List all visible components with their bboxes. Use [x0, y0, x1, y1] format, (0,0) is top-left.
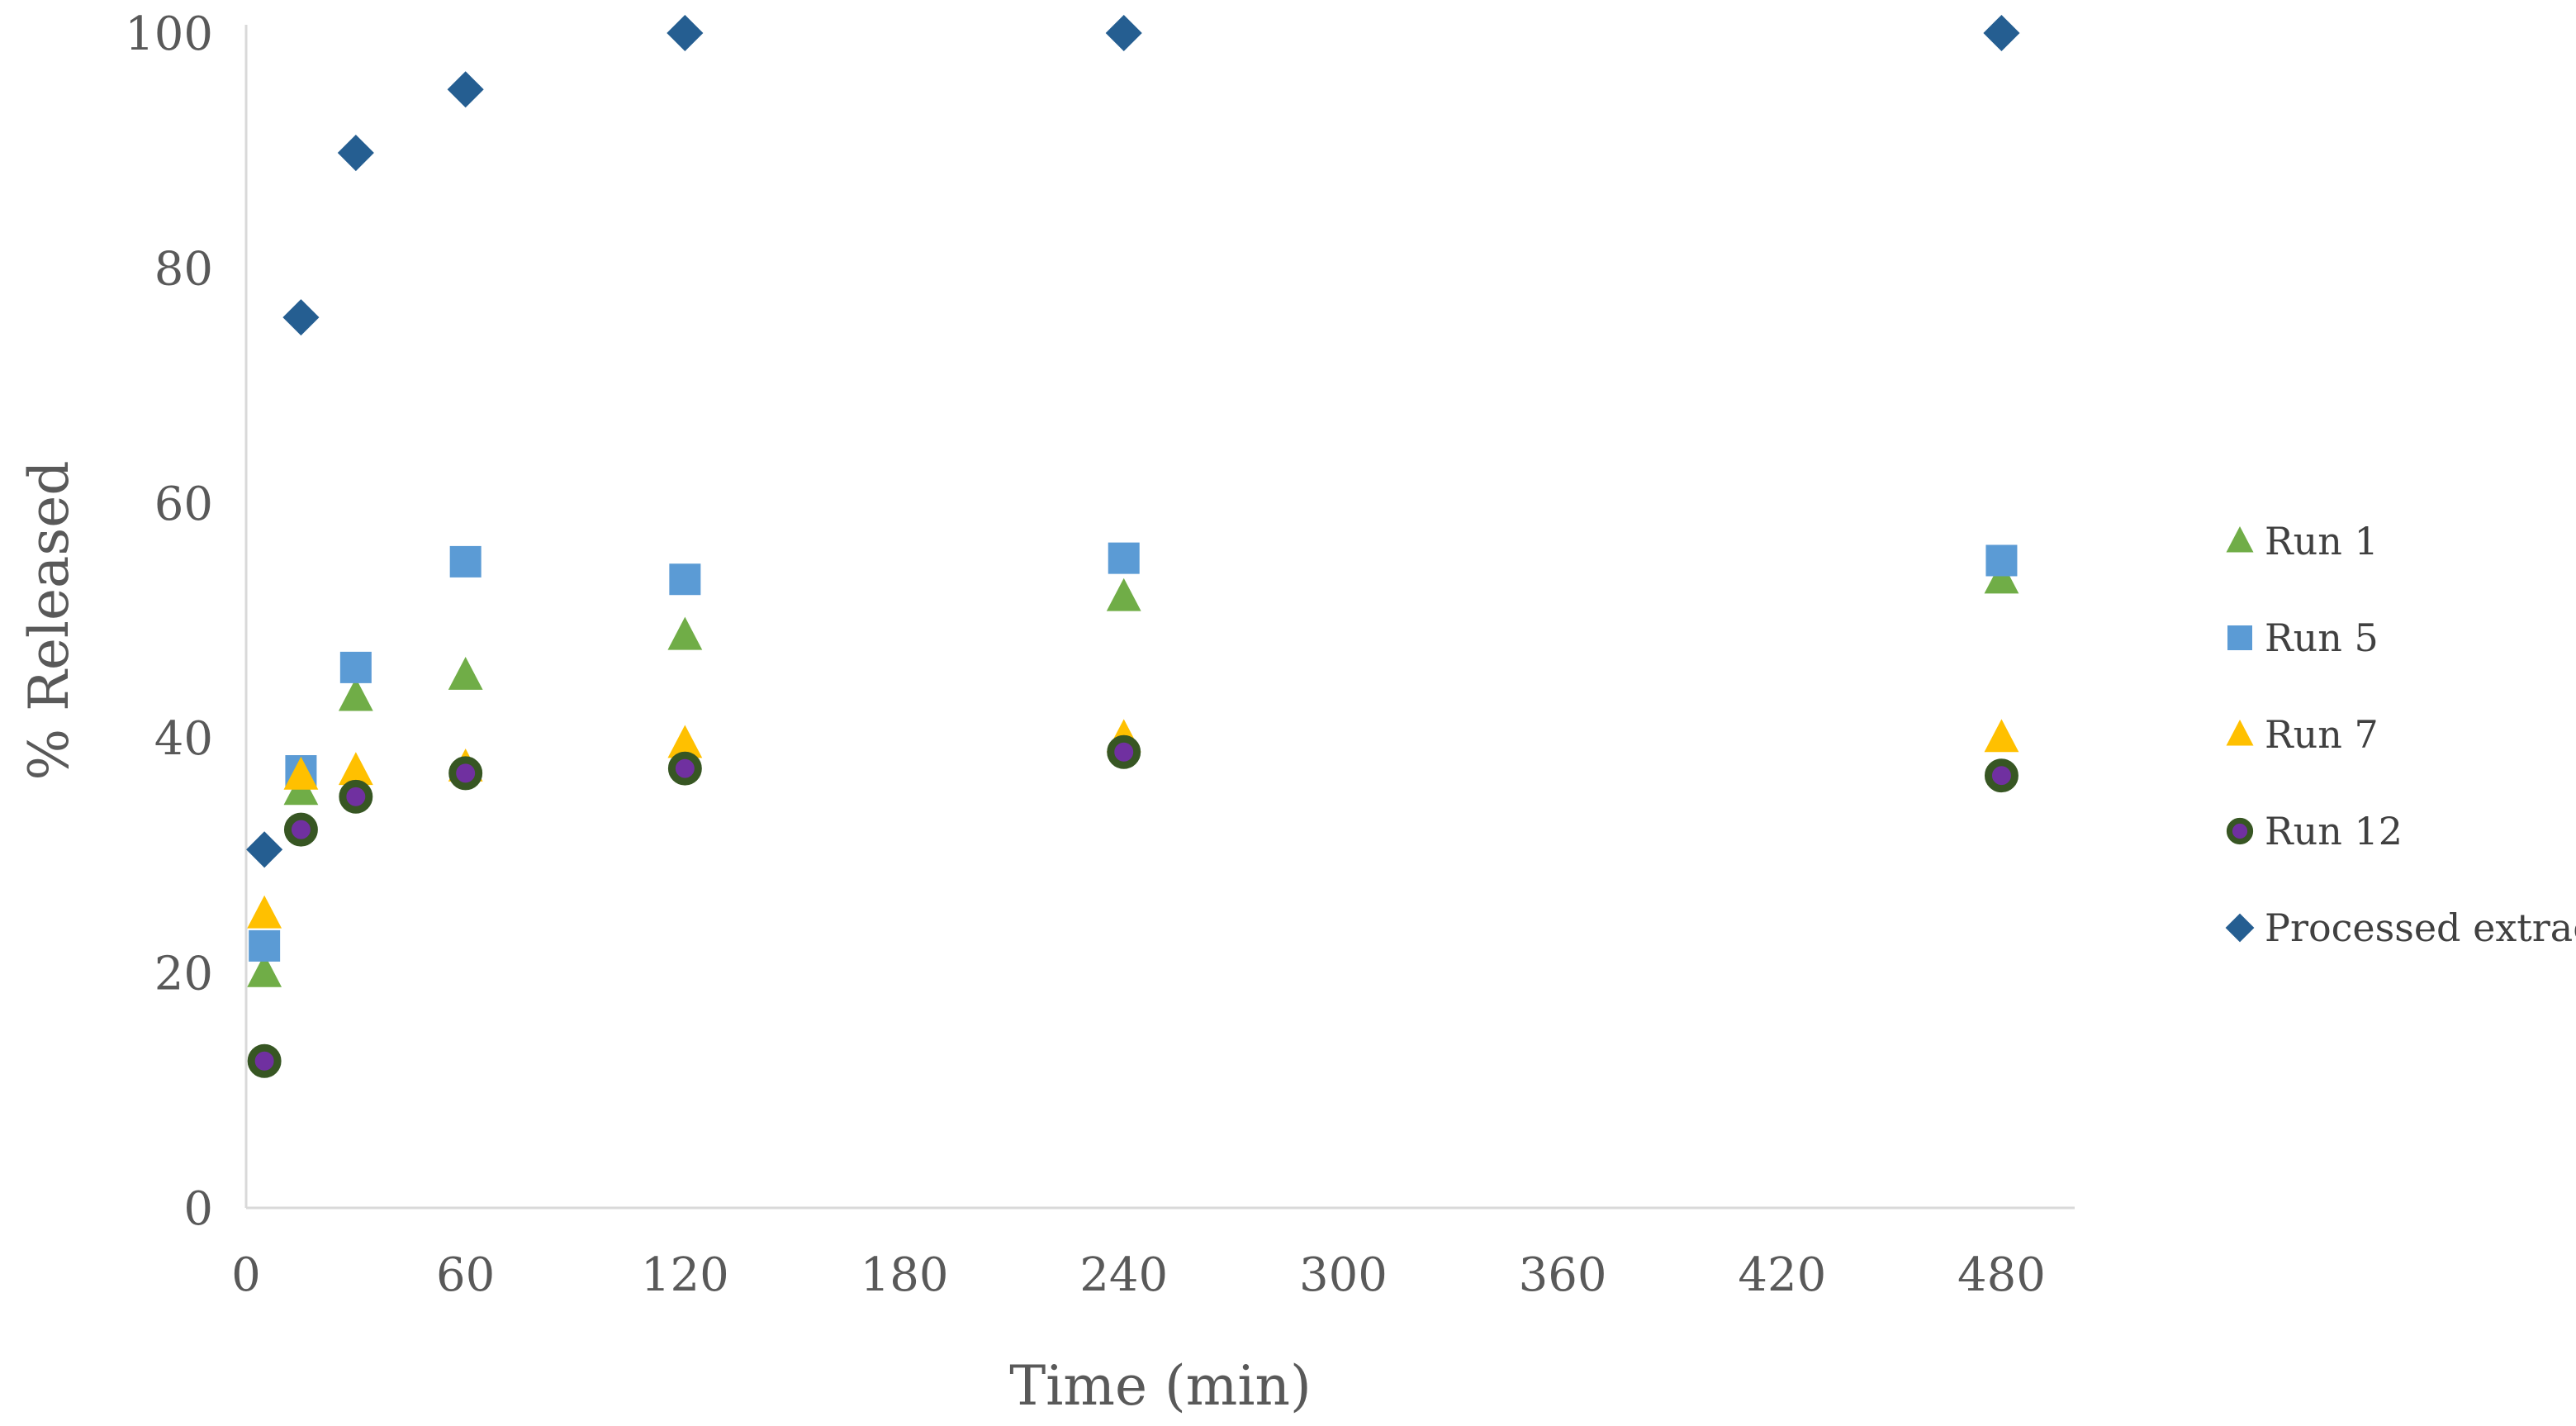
data-point [283, 812, 318, 847]
x-tick-label: 240 [1079, 1248, 1168, 1302]
legend-swatch [2226, 720, 2254, 746]
data-point [283, 756, 319, 790]
y-tick-label: 0 [183, 1182, 213, 1236]
data-point [1105, 14, 1142, 52]
data-point [339, 651, 372, 683]
legend-item: Run 7 [2226, 712, 2379, 757]
y-tick-label: 80 [154, 242, 213, 296]
x-tick-label: 60 [436, 1248, 495, 1302]
legend-swatch [2226, 526, 2254, 553]
legend-label: Run 12 [2265, 809, 2403, 853]
data-point [667, 14, 704, 52]
legend-item: Run 1 [2226, 519, 2379, 563]
axes [244, 25, 2075, 1210]
tick-labels: 0 20 40 60 80 100 0 60 120 180 240 300 360 420 480 [125, 7, 2046, 1302]
data-point [337, 135, 374, 172]
data-point [1984, 719, 2019, 753]
data-point [669, 563, 701, 596]
x-tick-label: 360 [1519, 1248, 1607, 1302]
data-point [247, 1043, 282, 1078]
x-tick-label: 180 [861, 1248, 949, 1302]
data-point [1108, 542, 1140, 574]
data-point [1985, 544, 2018, 577]
legend-swatch [2225, 913, 2255, 943]
data-points [246, 14, 2020, 1078]
data-point [339, 779, 373, 814]
legend-swatch [2226, 817, 2254, 845]
data-point [1984, 758, 2019, 793]
legend-label: Run 5 [2265, 616, 2379, 660]
data-point [247, 895, 282, 929]
legend-label: Run 7 [2265, 712, 2379, 757]
x-tick-label: 0 [231, 1248, 261, 1302]
series-processed-extract [246, 14, 2020, 868]
legend: Run 1 Run 5 Run 7 Run 12 Processed extract [2225, 519, 2576, 950]
data-point [667, 616, 703, 650]
data-point [667, 751, 702, 786]
x-axis-title: Time (min) [1009, 1354, 1311, 1418]
x-tick-label: 480 [1957, 1248, 2046, 1302]
y-tick-label: 20 [154, 948, 213, 1001]
legend-swatch [2227, 625, 2252, 650]
y-axis-title: % Released [17, 460, 81, 780]
data-point [449, 545, 482, 578]
data-point [448, 756, 483, 791]
x-tick-label: 120 [641, 1248, 729, 1302]
data-point [1984, 560, 2019, 594]
data-point [448, 657, 483, 690]
data-point [338, 752, 373, 786]
x-tick-label: 420 [1738, 1248, 1826, 1302]
y-tick-label: 40 [154, 712, 213, 766]
data-point [1983, 14, 2020, 52]
series-run-12 [247, 734, 2019, 1078]
series-run-1 [247, 560, 2019, 987]
data-point [246, 831, 283, 868]
data-point [447, 71, 484, 108]
data-point [247, 953, 282, 987]
data-point [1106, 578, 1141, 611]
legend-label: Run 1 [2265, 519, 2379, 563]
data-point [282, 299, 320, 336]
data-point [249, 929, 281, 962]
legend-item: Run 12 [2226, 809, 2403, 853]
legend-item: Run 5 [2227, 616, 2379, 660]
legend-item: Processed extract [2225, 906, 2576, 950]
y-tick-label: 60 [154, 478, 213, 531]
data-point [338, 677, 373, 711]
legend-label: Processed extract [2265, 906, 2576, 950]
y-tick-label: 100 [125, 7, 213, 61]
data-point [667, 725, 703, 758]
x-tick-label: 300 [1299, 1248, 1388, 1302]
data-point [1107, 734, 1141, 769]
